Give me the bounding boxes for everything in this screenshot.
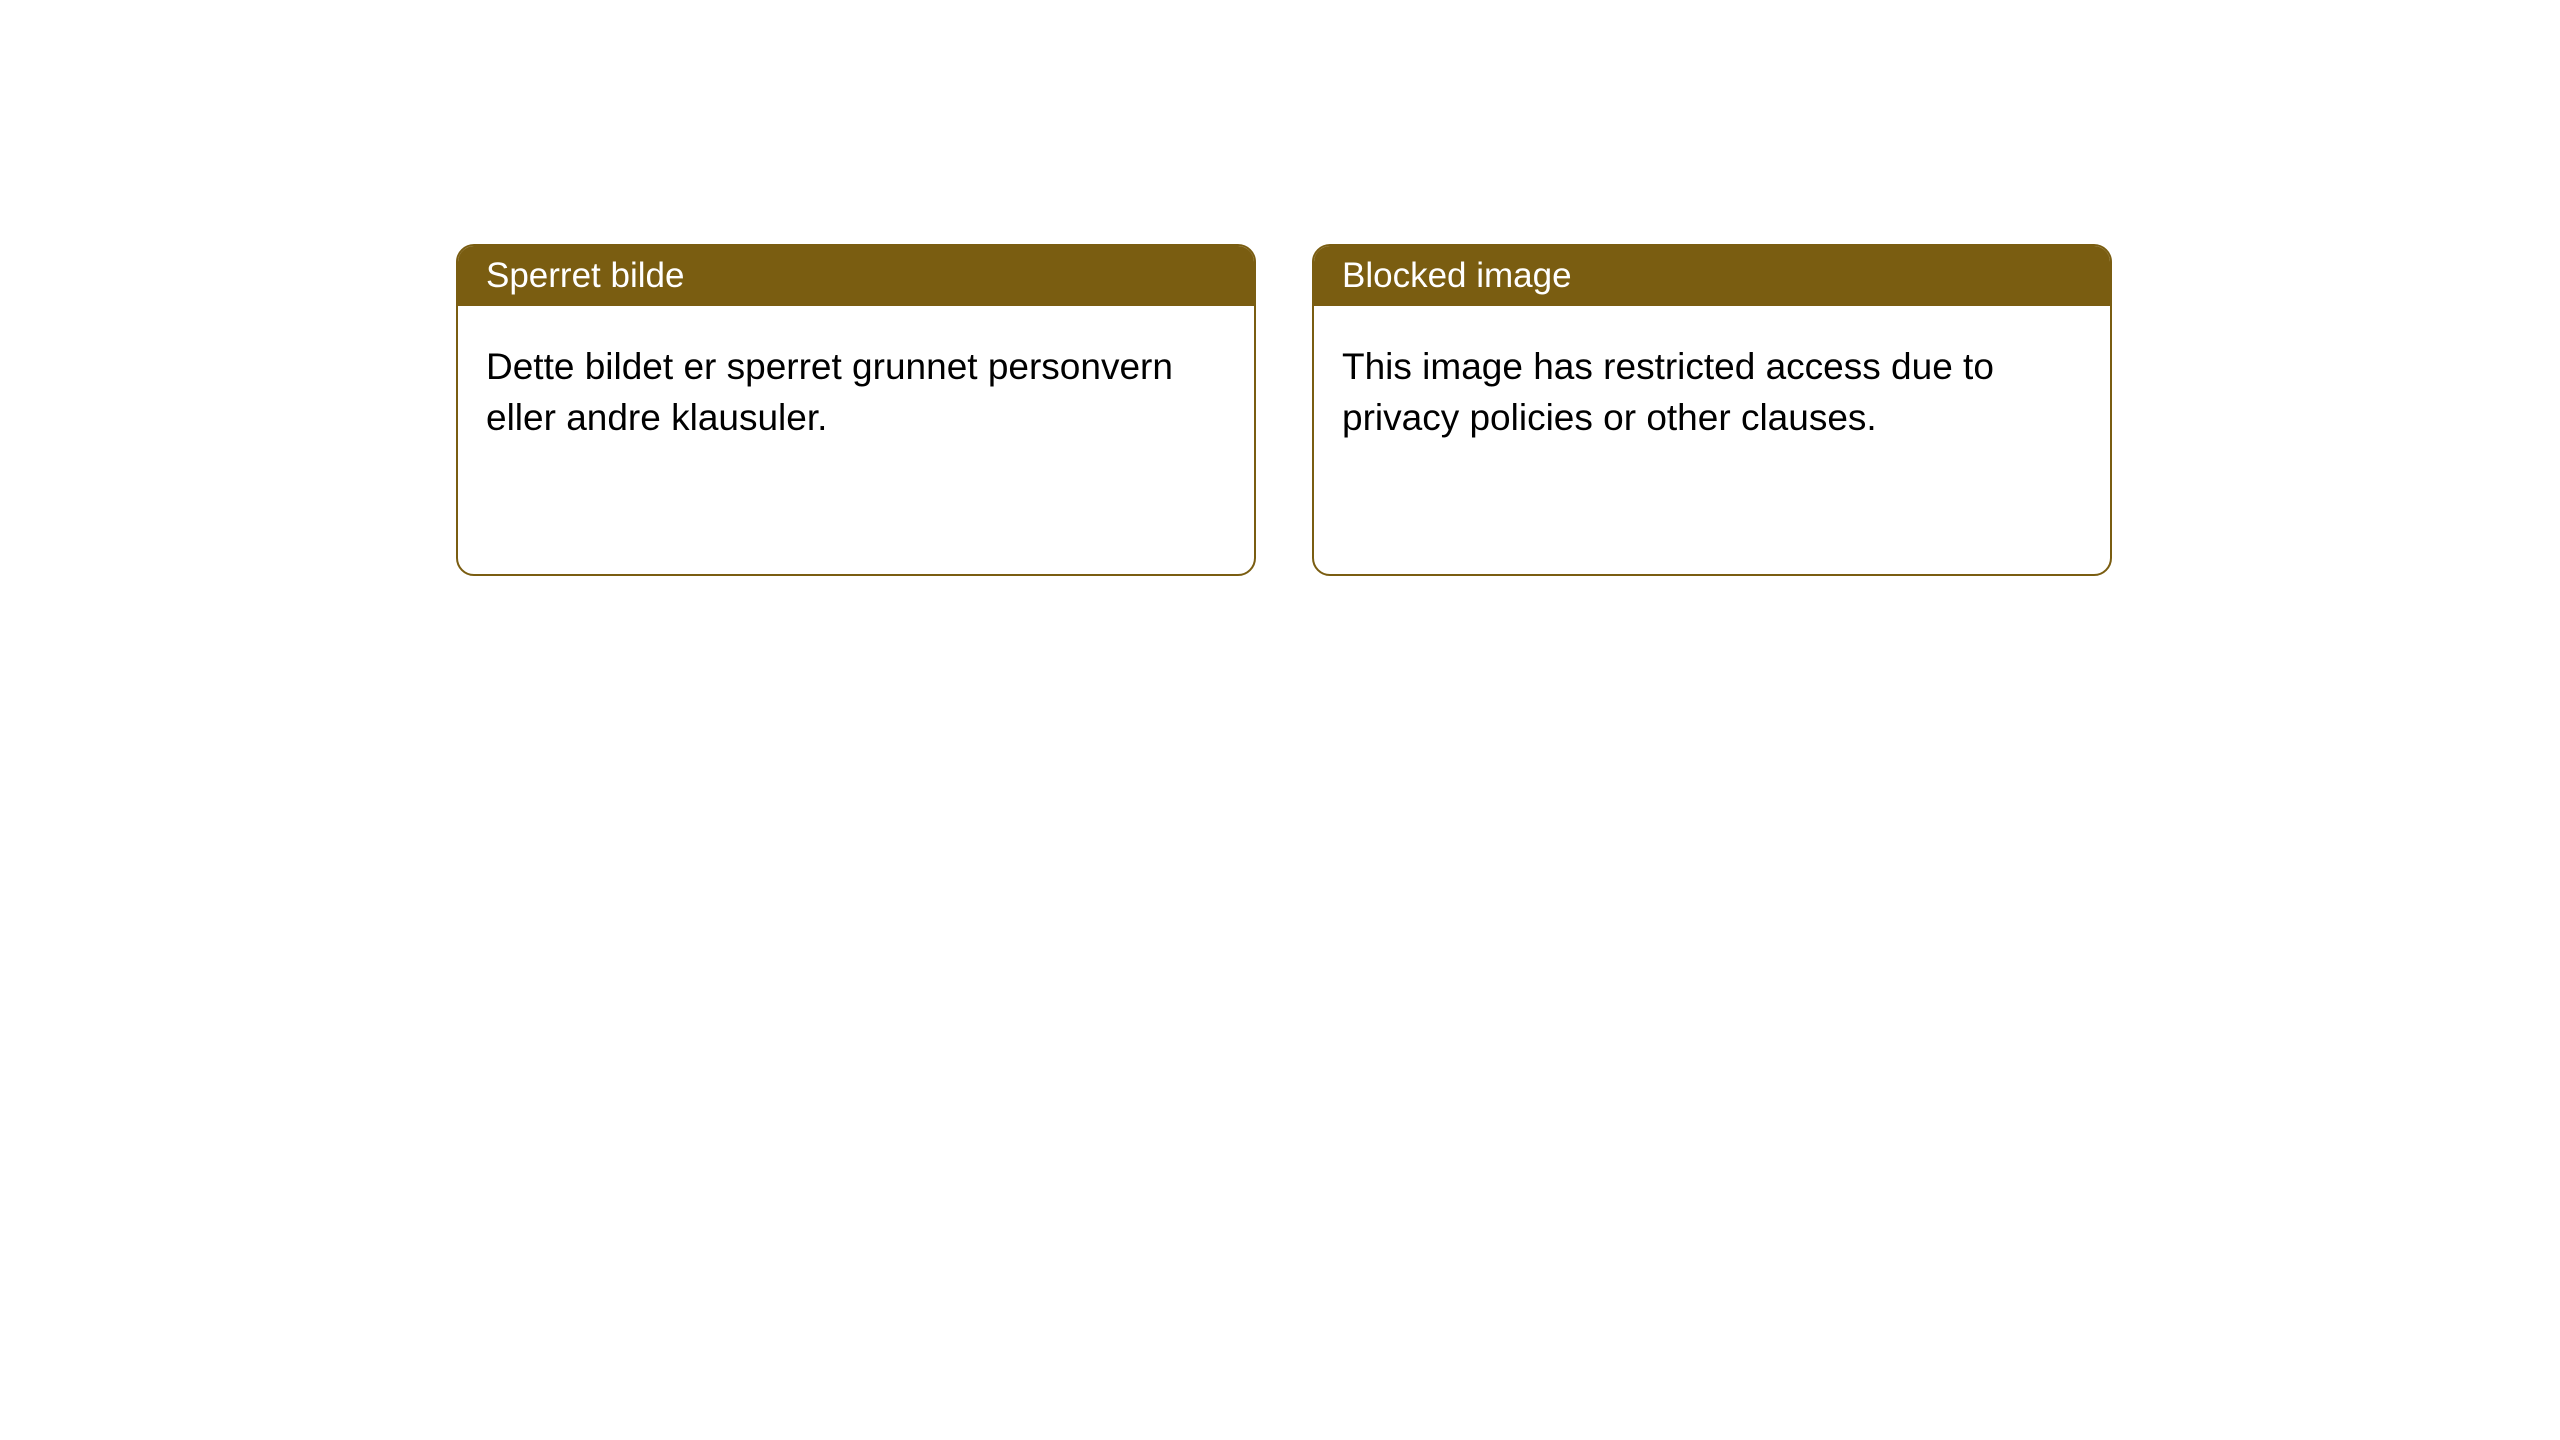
- notice-body-text: This image has restricted access due to …: [1342, 346, 1994, 438]
- notice-card-norwegian: Sperret bilde Dette bildet er sperret gr…: [456, 244, 1256, 576]
- notice-card-english: Blocked image This image has restricted …: [1312, 244, 2112, 576]
- notice-body: Dette bildet er sperret grunnet personve…: [458, 306, 1254, 479]
- notice-title: Sperret bilde: [486, 256, 684, 295]
- notice-header: Blocked image: [1314, 246, 2110, 306]
- notice-header: Sperret bilde: [458, 246, 1254, 306]
- notice-title: Blocked image: [1342, 256, 1572, 295]
- notice-container: Sperret bilde Dette bildet er sperret gr…: [456, 244, 2112, 576]
- notice-body-text: Dette bildet er sperret grunnet personve…: [486, 346, 1173, 438]
- notice-body: This image has restricted access due to …: [1314, 306, 2110, 479]
